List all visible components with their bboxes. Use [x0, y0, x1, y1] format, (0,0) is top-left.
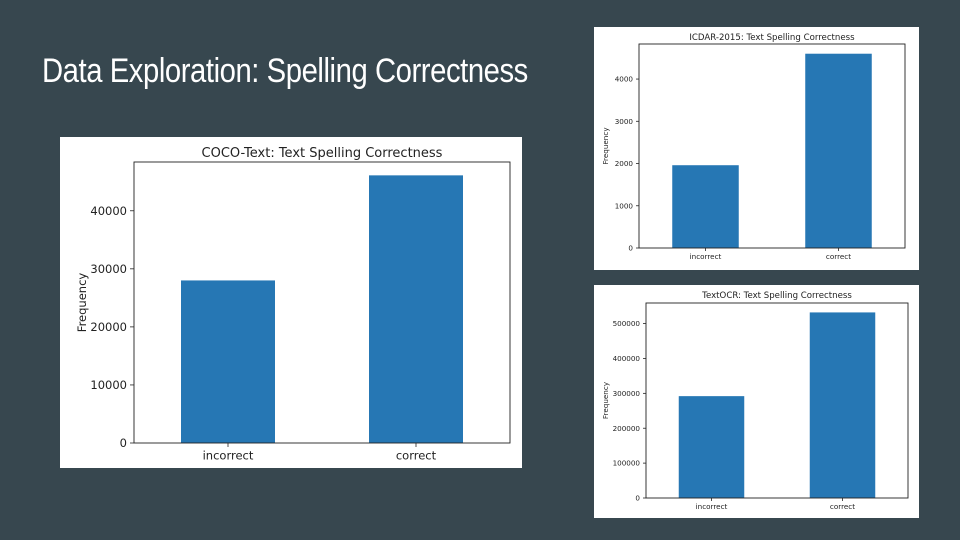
coco-text-chart: COCO-Text: Text Spelling Correctness inco… [60, 137, 522, 468]
y-axis-label: Frequency [601, 127, 610, 165]
y-tick-label: 300000 [613, 389, 641, 398]
y-tick-label: 400000 [613, 354, 641, 363]
chart-title: ICDAR-2015: Text Spelling Correctness [689, 33, 855, 43]
y-tick-label: 20000 [90, 320, 127, 334]
x-tick-label-correct: correct [396, 449, 437, 463]
y-tick-label: 3000 [615, 117, 634, 126]
y-tick-label: 10000 [90, 378, 127, 392]
y-tick-label: 200000 [613, 424, 641, 433]
bar-incorrect [181, 280, 275, 443]
icdar-2015-chart-svg: ICDAR-2015: Text Spelling Correctness inc… [601, 33, 906, 261]
y-tick-label: 2000 [615, 159, 634, 168]
y-tick-label: 0 [635, 494, 640, 503]
plot-frame [133, 161, 511, 444]
y-tick-label: 0 [120, 436, 127, 450]
chart-title: TextOCR: Text Spelling Correctness [701, 291, 852, 301]
y-tick-label: 0 [628, 244, 633, 253]
x-tick-label-correct: correct [830, 502, 855, 511]
y-tick-label: 100000 [613, 459, 641, 468]
bar-correct [369, 175, 463, 443]
bar-correct [805, 53, 872, 248]
y-axis-label: Frequency [75, 273, 89, 333]
bar-correct [809, 312, 876, 498]
y-tick-label: 4000 [615, 75, 634, 84]
bar-incorrect [678, 396, 745, 498]
y-tick-label: 1000 [615, 201, 634, 210]
chart-title: COCO-Text: Text Spelling Correctness [202, 146, 443, 161]
plot-frame [638, 43, 906, 249]
y-tick-label: 500000 [613, 319, 641, 328]
y-tick-label: 40000 [90, 204, 127, 218]
icdar-2015-chart: ICDAR-2015: Text Spelling Correctness inc… [594, 27, 919, 270]
x-tick-label-correct: correct [826, 252, 851, 261]
y-tick-label: 30000 [90, 262, 127, 276]
textocr-chart: TextOCR: Text Spelling Correctness incorr… [594, 285, 919, 518]
x-tick-label-incorrect: incorrect [690, 252, 722, 261]
coco-text-chart-svg: COCO-Text: Text Spelling Correctness inco… [75, 146, 511, 463]
textocr-chart-svg: TextOCR: Text Spelling Correctness incorr… [601, 291, 909, 511]
y-axis-label: Frequency [601, 381, 610, 419]
slide-title: Data Exploration: Spelling Correctness [42, 52, 528, 90]
plot-frame [645, 302, 909, 499]
bar-incorrect [672, 165, 739, 248]
x-tick-label-incorrect: incorrect [203, 449, 254, 463]
x-tick-label-incorrect: incorrect [696, 502, 728, 511]
